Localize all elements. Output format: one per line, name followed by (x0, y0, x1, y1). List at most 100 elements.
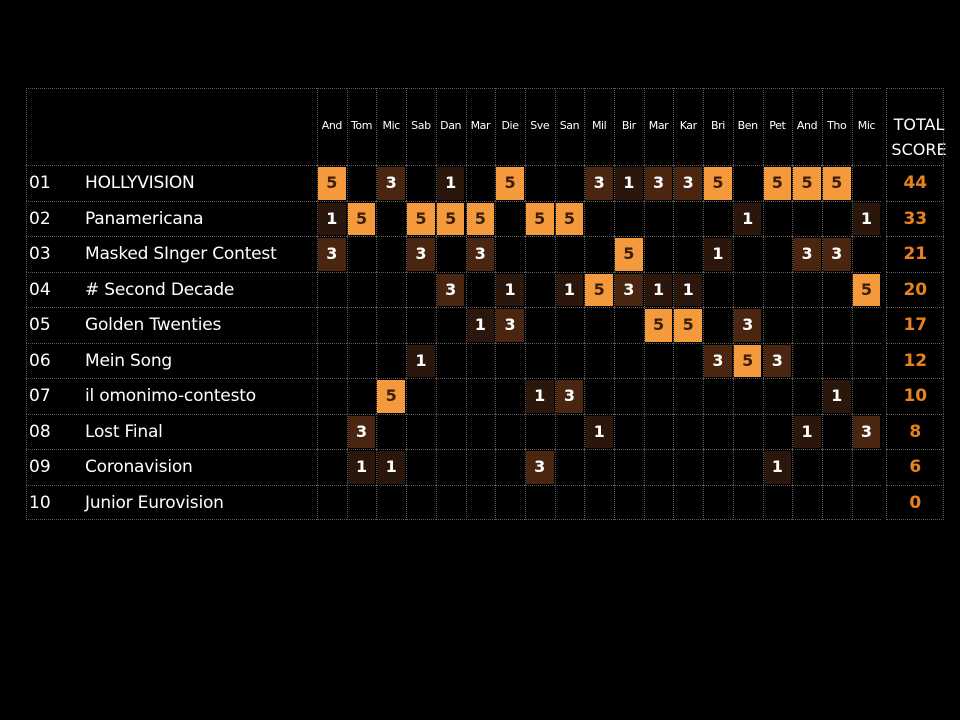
grid-cell (792, 271, 822, 307)
grid-cell (732, 307, 763, 343)
grid-cell (792, 449, 822, 485)
total-score: 12 (903, 350, 928, 371)
grid-cell (317, 378, 347, 414)
song-name: Lost Final (85, 421, 163, 442)
grid-cell (26, 342, 317, 378)
juror-header: Mic (857, 119, 876, 132)
grid-cell (792, 200, 822, 236)
grid-cell (26, 88, 317, 165)
grid-cell (614, 413, 644, 449)
juror-header: Bri (710, 119, 725, 132)
points-cell: 1 (496, 273, 524, 306)
juror-header: Dan (440, 119, 462, 132)
grid-cell (732, 236, 763, 272)
grid-cell (643, 484, 674, 520)
grid-cell (792, 484, 822, 520)
juror-header: Die (501, 119, 519, 132)
juror-header: Sve (530, 119, 550, 132)
total-score: 0 (909, 492, 922, 513)
total-header-line2: SCORE (891, 140, 947, 159)
grid-cell (703, 307, 733, 343)
grid-cell (524, 413, 555, 449)
grid-cell (376, 484, 407, 520)
points-cell: 5 (466, 202, 495, 235)
points-cell: 5 (733, 344, 762, 377)
grid-cell (762, 413, 793, 449)
grid-cell (886, 413, 945, 449)
grid-cell (673, 449, 704, 485)
grid-cell (317, 342, 347, 378)
grid-cell (851, 484, 882, 520)
points-cell: 1 (318, 202, 346, 235)
grid-cell (851, 271, 882, 307)
grid-cell (317, 449, 347, 485)
grid-cell (703, 413, 733, 449)
song-name: Masked SInger Contest (85, 244, 277, 264)
grid-cell (851, 88, 882, 165)
grid-cell (346, 449, 377, 485)
grid-cell (584, 165, 614, 201)
points-cell: 5 (555, 202, 584, 235)
grid-cell (406, 165, 436, 201)
grid-cell (524, 449, 555, 485)
grid-cell (346, 236, 377, 272)
points-cell: 5 (496, 167, 524, 200)
points-cell: 1 (733, 202, 762, 235)
grid-cell (495, 200, 525, 236)
grid-cell (435, 413, 466, 449)
song-name: Golden Twenties (85, 315, 222, 335)
grid-cell (792, 88, 822, 165)
points-cell: 1 (585, 415, 613, 448)
grid-cell (584, 307, 614, 343)
points-cell: 3 (555, 380, 584, 413)
grid-cell (317, 271, 347, 307)
juror-header: Tom (350, 119, 373, 132)
points-cell: 5 (585, 273, 613, 306)
grid-cell (406, 200, 436, 236)
grid-cell (762, 236, 793, 272)
grid-cell (762, 271, 793, 307)
total-score: 20 (903, 279, 928, 300)
points-cell: 5 (674, 309, 703, 342)
grid-cell (643, 342, 674, 378)
points-cell: 5 (347, 202, 376, 235)
grid-cell (26, 484, 317, 520)
grid-cell (376, 200, 407, 236)
total-score: 8 (909, 421, 922, 442)
grid-cell (673, 236, 704, 272)
points-cell: 5 (525, 202, 554, 235)
grid-cell (465, 88, 496, 165)
points-cell: 1 (644, 273, 673, 306)
points-cell: 5 (407, 202, 435, 235)
points-cell: 3 (674, 167, 703, 200)
grid-cell (495, 413, 525, 449)
song-name: il omonimo-contesto (85, 386, 256, 406)
grid-cell (346, 378, 377, 414)
grid-cell (317, 165, 347, 201)
grid-cell (554, 307, 585, 343)
grid-cell (643, 236, 674, 272)
juror-header: Mar (648, 119, 669, 132)
juror-header: San (559, 119, 580, 132)
grid-cell (495, 307, 525, 343)
song-name: Junior Eurovision (85, 492, 224, 513)
grid-cell (762, 378, 793, 414)
grid-cell (792, 165, 822, 201)
juror-header: Tho (827, 119, 847, 132)
grid-cell (495, 449, 525, 485)
grid-cell (886, 342, 945, 378)
points-cell: 1 (407, 344, 435, 377)
grid-cell (435, 236, 466, 272)
grid-cell (762, 342, 793, 378)
grid-cell (554, 236, 585, 272)
grid-cell (792, 236, 822, 272)
grid-cell (732, 271, 763, 307)
grid-cell (435, 88, 466, 165)
grid-cell (614, 449, 644, 485)
grid-cell (703, 378, 733, 414)
grid-cell (346, 413, 377, 449)
grid-cell (584, 413, 614, 449)
grid-cell (584, 449, 614, 485)
points-cell: 3 (763, 344, 792, 377)
grid-cell (465, 484, 496, 520)
